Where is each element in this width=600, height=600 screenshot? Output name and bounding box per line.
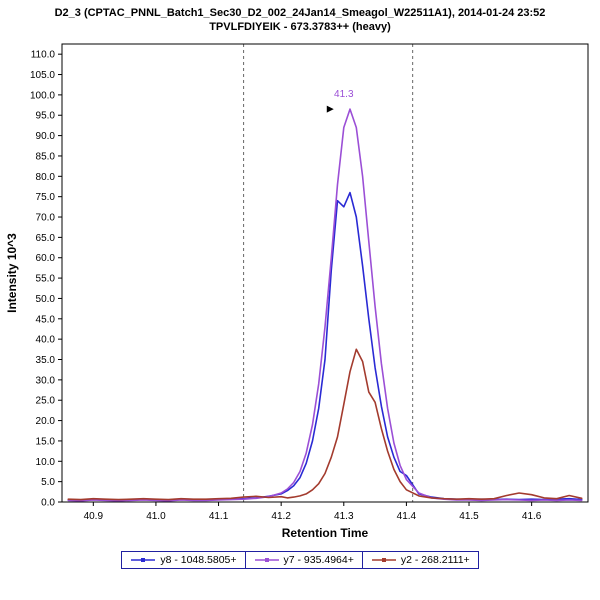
- x-tick-label: 41.5: [459, 511, 479, 522]
- y-tick-label: 25.0: [36, 396, 56, 407]
- y-tick-label: 110.0: [31, 50, 56, 61]
- legend-item-label: y7 - 935.4964+: [283, 554, 354, 566]
- x-tick-label: 41.2: [271, 511, 291, 522]
- y-tick-label: 0.0: [41, 498, 55, 509]
- y-tick-label: 60.0: [36, 253, 56, 264]
- y-tick-label: 20.0: [36, 416, 56, 427]
- y-tick-label: 15.0: [36, 436, 56, 447]
- legend-item-label: y2 - 268.2111+: [400, 554, 470, 566]
- x-tick-label: 41.0: [146, 511, 166, 522]
- y-tick-label: 35.0: [36, 355, 56, 366]
- y-tick-label: 40.0: [36, 335, 56, 346]
- y-tick-label: 105.0: [30, 70, 55, 81]
- chromatogram-chart[interactable]: 0.0 5.0 10.0 15.0 20.0 25.0 30.0 35.0 40.0 45.0 50…: [0, 34, 600, 546]
- chart-header: D2_3 (CPTAC_PNNL_Batch1_Sec30_D2_002_24J…: [0, 0, 600, 34]
- y-tick-label: 45.0: [36, 314, 56, 325]
- y-tick-label: 5.0: [41, 477, 55, 488]
- y-tick-label: 55.0: [36, 274, 56, 285]
- plot-area[interactable]: [62, 44, 588, 502]
- x-tick-label: 41.1: [209, 511, 229, 522]
- series-line-y2: [67, 348, 583, 501]
- x-tick-label: 40.9: [84, 511, 104, 522]
- legend-swatch-icon: [371, 558, 396, 562]
- peak-pointer-icon: [326, 105, 334, 113]
- legend-item-y2: y2 - 268.2111+: [361, 552, 478, 568]
- x-axis-title: Retention Time: [282, 526, 369, 540]
- peak-rt-annotation: 41.3: [334, 89, 354, 100]
- x-tick-label: 41.6: [522, 511, 542, 522]
- legend-item-y8: y8 - 1048.5805+: [122, 552, 244, 568]
- page-title: D2_3 (CPTAC_PNNL_Batch1_Sec30_D2_002_24J…: [54, 7, 546, 19]
- y-tick-label: 70.0: [36, 213, 56, 224]
- legend-swatch-icon: [254, 558, 279, 562]
- x-tick-label: 41.4: [397, 511, 417, 522]
- y-tick-label: 85.0: [36, 151, 56, 162]
- y-tick-label: 90.0: [36, 131, 56, 142]
- peptide-title: TPVLFDIYEIK - 673.3783++ (heavy): [209, 21, 391, 33]
- legend-item-label: y8 - 1048.5805+: [160, 554, 237, 566]
- legend-item-y7: y7 - 935.4964+: [244, 552, 362, 568]
- plot-border: [61, 43, 589, 503]
- y-tick-label: 30.0: [36, 375, 56, 386]
- y-tick-label: 10.0: [36, 457, 56, 468]
- y-axis-title: Intensity 10^3: [5, 233, 19, 313]
- y-tick-label: 80.0: [36, 172, 56, 183]
- x-tick-label: 41.3: [334, 511, 354, 522]
- y-tick-label: 100.0: [30, 90, 55, 101]
- legend: y8 - 1048.5805+ y7 - 935.4964+ y2 - 268.21…: [121, 551, 479, 569]
- y-tick-label: 75.0: [36, 192, 56, 203]
- y-tick-label: 65.0: [36, 233, 56, 244]
- y-tick-label: 50.0: [36, 294, 56, 305]
- legend-swatch-icon: [131, 558, 156, 562]
- series-line-y7: [67, 108, 583, 502]
- y-tick-label: 95.0: [36, 111, 56, 122]
